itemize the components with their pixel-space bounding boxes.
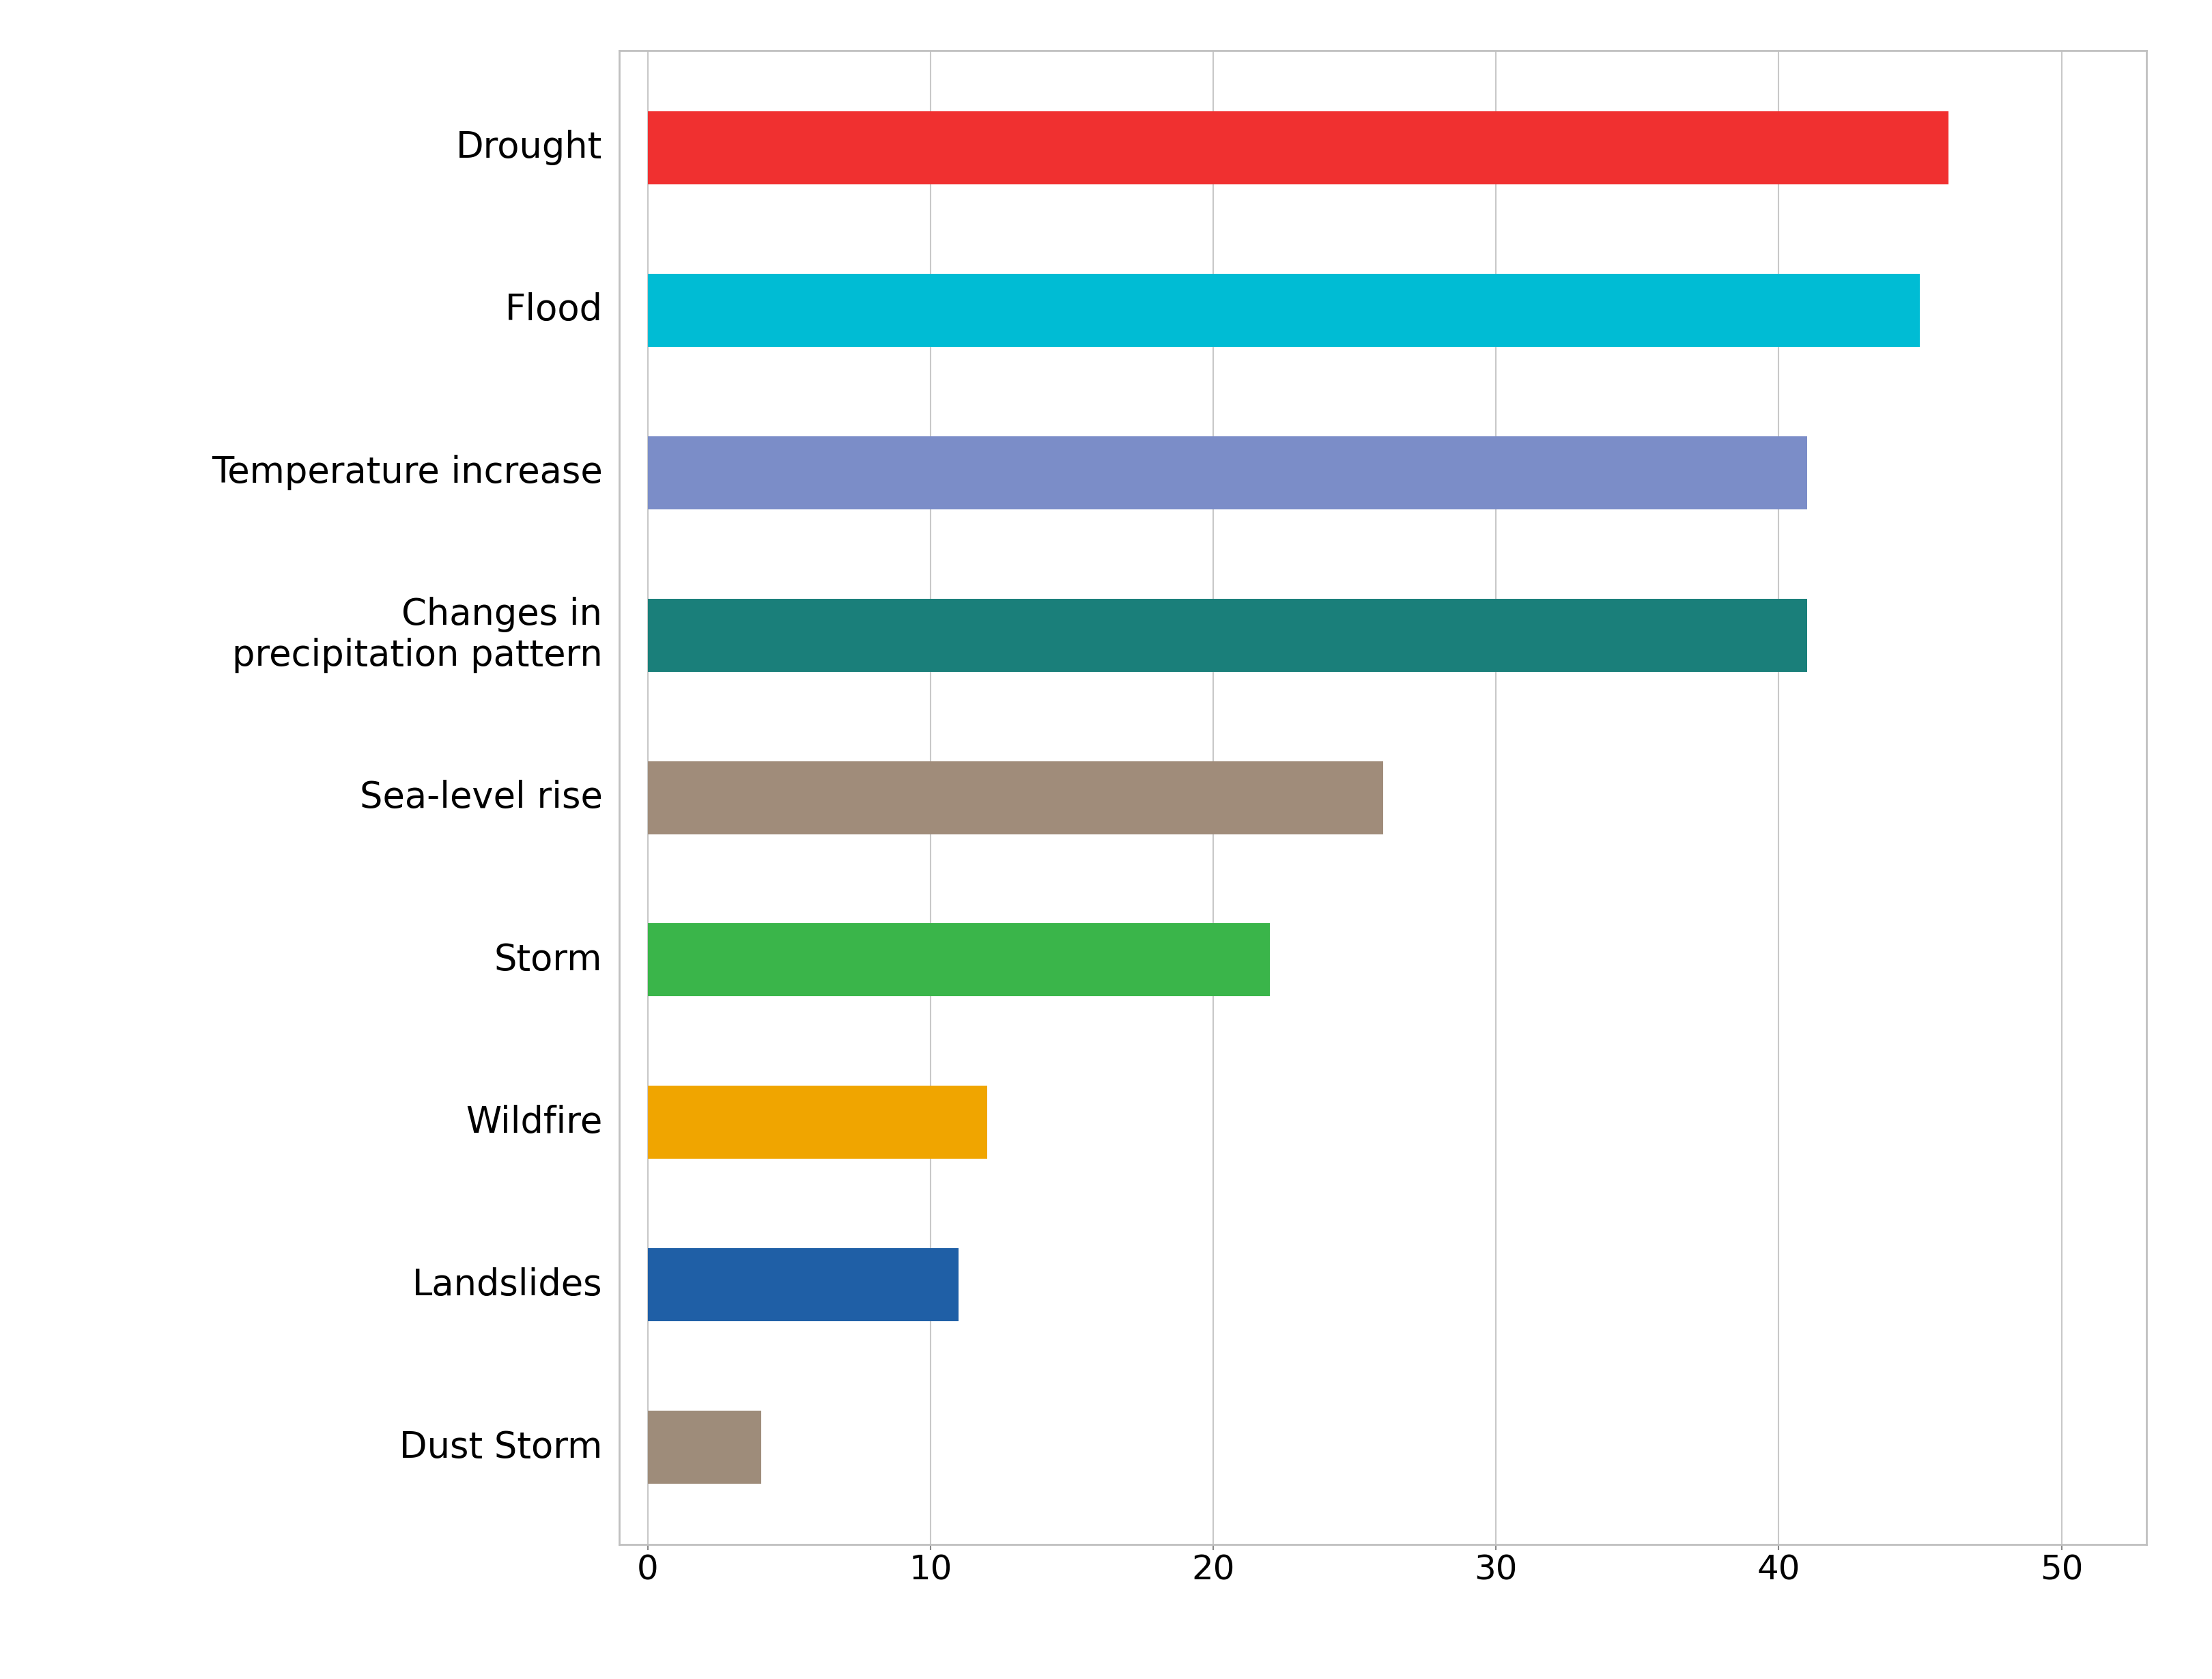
Bar (648, 598, 1807, 672)
Bar (648, 274, 1920, 348)
Bar (648, 1086, 987, 1159)
Bar (648, 111, 1949, 185)
Bar (648, 1410, 761, 1484)
Bar (648, 761, 1382, 834)
Bar (648, 437, 1807, 509)
Bar (648, 1247, 958, 1321)
Bar (648, 923, 1270, 997)
